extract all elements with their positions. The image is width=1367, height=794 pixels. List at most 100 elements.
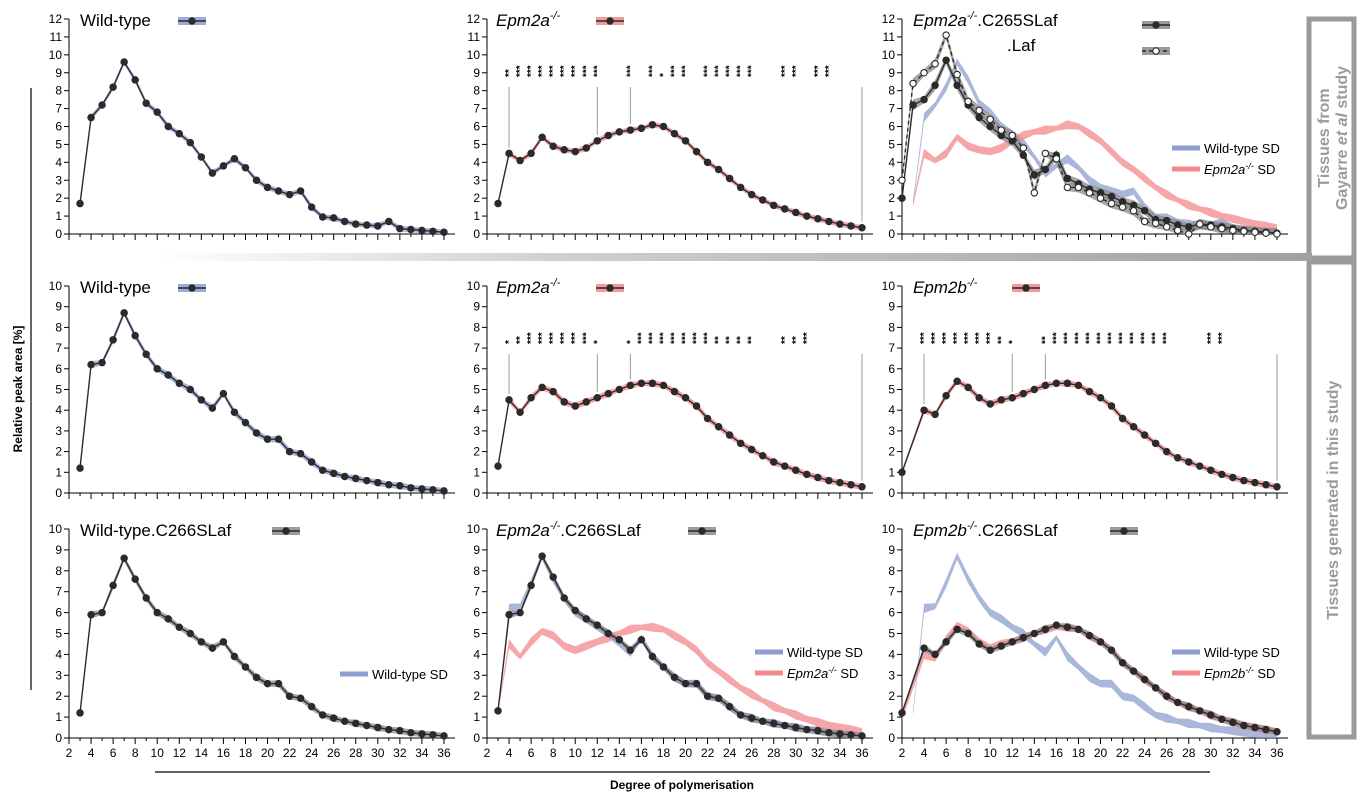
data-point-6-0-5 [131,575,139,583]
data-point-6-0-16 [252,673,261,682]
y-tick-label-8-1: 1 [888,710,895,724]
data-point-1-0-9 [593,137,602,145]
x-tick-label-8-17: 36 [1270,746,1284,760]
data-point-3-0-20 [296,449,305,458]
y-tick-label-0-0: 0 [55,227,62,241]
data-point-8-0-13 [1052,621,1061,629]
data-point-8-0-0 [898,709,906,717]
data-point-2-1-12 [1030,189,1039,197]
sig-star-1-5: *** [559,65,570,77]
x-tick-label-7-7: 16 [635,746,649,760]
data-point-1-0-27 [792,208,800,217]
data-point-4-0-17 [681,394,690,402]
data-point-1-0-25 [769,201,778,210]
data-point-0-0-23 [329,214,338,222]
sig-star-1-19: *** [780,65,791,77]
y-tick-label-6-10: 10 [49,522,63,536]
data-point-2-1-15 [1063,183,1072,192]
data-point-5-0-22 [1151,439,1160,448]
y-tick-label-3-8: 8 [55,320,62,334]
data-point-0-0-21 [307,203,316,211]
x-tick-label-7-10: 22 [701,746,715,760]
own-sd-band-0-0 [80,59,444,234]
data-point-7-0-7 [571,606,579,615]
data-point-2-1-5 [953,70,961,79]
y-tick-label-4-6: 6 [473,362,480,376]
data-point-1-0-12 [626,126,635,134]
wt-sd-band-7 [498,552,862,738]
sig-star-1-4: *** [548,65,559,77]
data-point-1-0-29 [814,215,822,223]
x-tick-label-8-6: 14 [1028,746,1042,760]
own-sd-band-3-0 [80,310,444,493]
data-point-4-0-32 [847,480,855,489]
data-point-7-0-31 [836,730,844,738]
data-point-4-0-24 [758,451,767,460]
data-point-0-0-29 [396,224,404,233]
data-point-1-0-32 [847,222,855,230]
data-point-3-0-11 [197,396,206,404]
data-point-3-0-17 [263,435,272,443]
data-point-1-0-14 [648,120,657,129]
sig-star-4-22: ** [791,336,802,344]
y-tick-label-8-2: 2 [888,689,895,703]
sig-star-1-13: *** [681,65,692,77]
side-label-top-2: Gayarre et al study [1334,66,1351,210]
data-point-5-0-12 [1041,381,1050,390]
data-point-8-0-11 [1030,629,1039,638]
x-tick-label-7-3: 8 [550,746,557,760]
data-point-3-0-29 [396,482,404,490]
sig-star-4-20: ** [747,336,758,344]
data-point-5-0-2 [931,410,939,419]
data-point-2-1-27 [1196,220,1204,228]
data-point-6-0-7 [153,608,161,617]
data-point-2-1-7 [975,106,983,115]
key-9-dot [1120,527,1128,535]
data-point-0-0-27 [374,222,382,230]
data-point-6-0-0 [76,709,84,717]
data-point-1-0-2 [516,156,524,165]
panel-titles: Wild-type Epm2a-/- Epm2a-/-.C265SLaf .La… [80,10,1058,540]
sig-star-4-10: *** [636,332,647,344]
data-point-8-0-20 [1129,667,1138,675]
x-tick-label-8-8: 18 [1072,746,1086,760]
data-point-1-0-23 [747,190,756,199]
y-tick-label-2-11: 11 [883,30,896,44]
data-point-7-0-10 [604,629,613,638]
data-point-3-0-5 [131,331,139,340]
y-tick-label-1-8: 8 [473,84,480,98]
panel-title-6: Epm2b-/- [913,277,978,297]
sig-star-4-13: *** [669,332,680,344]
sig-star-4-18: ** [725,336,736,344]
y-tick-label-1-0: 0 [473,227,480,241]
data-point-0-0-10 [186,138,195,147]
data-point-6-0-33 [440,732,448,740]
y-tick-label-3-2: 2 [55,445,62,459]
sig-star-1-2: *** [526,65,537,77]
y-tick-label-8-0: 0 [888,731,895,745]
data-point-3-0-16 [252,429,261,437]
wt-sd-band-8 [913,552,1277,738]
sig-star-1-6: *** [570,65,581,77]
sig-star-4-16: *** [703,332,714,344]
data-point-7-0-14 [648,652,657,661]
data-point-2-0-0 [898,194,906,202]
data-point-3-0-33 [440,487,448,495]
data-point-7-0-12 [626,646,635,654]
y-tick-label-7-1: 1 [473,710,480,724]
y-tick-label-6-9: 9 [55,543,62,557]
data-point-4-0-7 [571,402,579,410]
sig-star-5-15: *** [1107,332,1118,344]
x-tick-label-7-4: 10 [569,746,583,760]
data-point-8-0-5 [964,629,972,638]
data-point-7-0-9 [593,621,602,629]
data-point-3-0-3 [109,336,117,344]
data-point-4-0-13 [637,379,646,388]
data-point-1-0-15 [659,122,668,131]
sig-star-4-14: *** [681,332,692,344]
data-point-0-0-0 [76,199,84,208]
data-point-3-0-25 [351,474,360,483]
data-point-7-0-11 [615,636,624,644]
y-tick-label-0-3: 3 [55,173,62,187]
